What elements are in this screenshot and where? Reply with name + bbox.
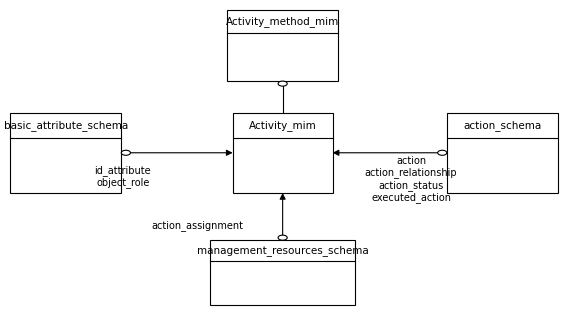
Text: basic_attribute_schema: basic_attribute_schema	[3, 120, 128, 131]
Circle shape	[278, 235, 287, 240]
Circle shape	[122, 150, 131, 155]
Circle shape	[278, 81, 287, 86]
Text: Activity_mim: Activity_mim	[249, 120, 316, 131]
Text: action_assignment: action_assignment	[151, 220, 243, 231]
Text: Activity_method_mim: Activity_method_mim	[226, 16, 339, 27]
Bar	[233, 112, 332, 193]
Text: action_schema: action_schema	[463, 120, 542, 131]
Bar	[227, 10, 338, 81]
Text: id_attribute
object_role: id_attribute object_role	[94, 165, 151, 188]
Text: management_resources_schema: management_resources_schema	[197, 245, 368, 256]
Circle shape	[437, 150, 447, 155]
Bar	[447, 112, 558, 193]
Bar	[10, 112, 122, 193]
Bar	[210, 240, 355, 305]
Text: action
action_relationship
action_status
executed_action: action action_relationship action_status…	[365, 156, 457, 203]
